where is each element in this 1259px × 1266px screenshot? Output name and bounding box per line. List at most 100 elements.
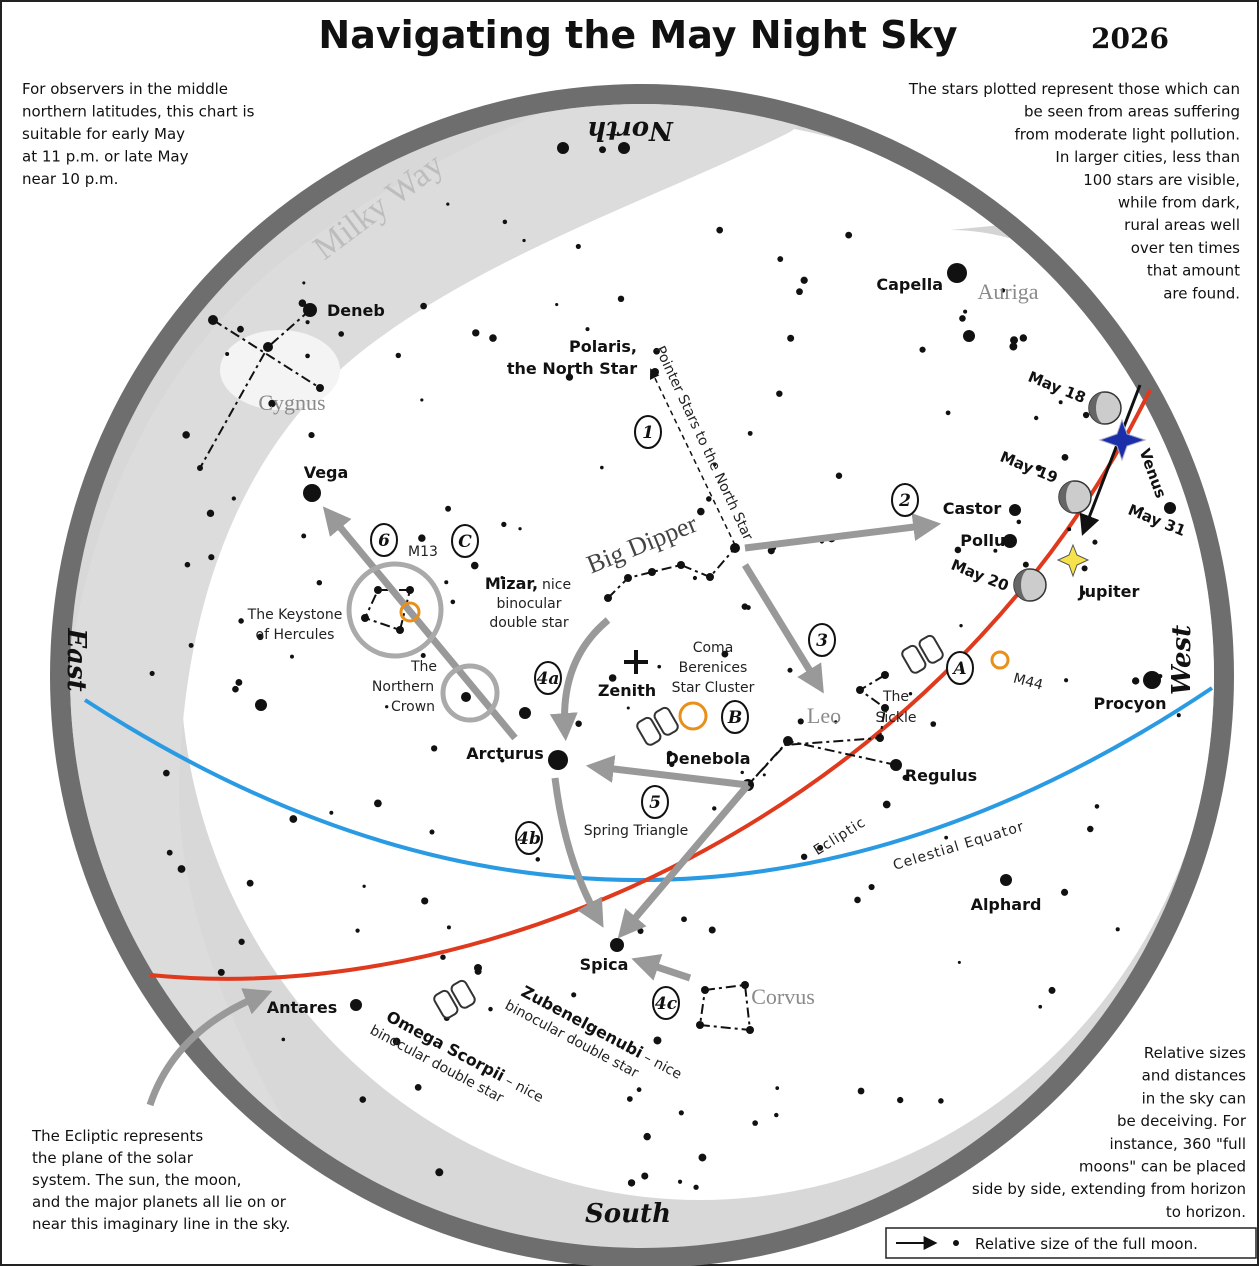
note-line: Relative sizes [1144,1044,1246,1062]
bright-star [1000,874,1012,886]
sky-label: The [410,659,437,675]
star [301,533,306,538]
sky-label: The Keystone [247,607,343,623]
sky-label: Procyon [1094,694,1167,713]
star [420,303,427,310]
bright-star [519,707,531,719]
star [471,562,479,570]
star [232,496,236,500]
sky-label: Jupiter [1078,582,1140,601]
note-line: and distances [1142,1067,1247,1085]
marker-label: 4b [517,829,541,849]
star [1062,454,1069,461]
star [775,1086,779,1090]
star [1095,804,1100,809]
note-line: be deceiving. For [1117,1112,1247,1130]
sky-label: Crown [391,699,435,715]
bright-star [557,142,569,154]
star [919,347,925,353]
legend-text: Relative size of the full moon. [975,1235,1198,1253]
star [302,281,305,284]
label-name: Mizar, [485,574,538,593]
star [712,806,716,810]
note-line: The Ecliptic represents [31,1127,203,1145]
star [586,327,590,331]
sky-label: Sickle [875,710,916,726]
sky-label: the North Star [507,359,637,378]
sky-label: double star [489,615,569,631]
star [627,707,630,710]
sky-label: Polaris, [569,337,637,356]
sky-label: The [882,689,909,705]
sky-label: Antares [267,998,337,1017]
star [787,668,792,673]
star [207,510,214,517]
star [637,1087,642,1092]
note-line: near 10 p.m. [22,170,118,188]
star [1020,334,1027,341]
star [282,1038,286,1042]
star [289,815,297,823]
star [446,203,449,206]
star [854,897,861,904]
star [836,473,842,479]
star [1017,520,1022,525]
star [599,146,606,153]
star [1067,527,1071,531]
marker-label: B [727,708,742,728]
star [440,954,445,959]
note-line: northern latitudes, this chart is [22,103,255,121]
bright-star [947,263,967,283]
star [897,1097,903,1103]
mixed-label: Mizar,nice [485,574,571,593]
star [938,1098,944,1104]
star [1059,400,1063,404]
star [290,655,294,659]
star [522,239,525,242]
note-line: that amount [1147,262,1240,280]
star [1092,540,1097,545]
star [503,220,507,224]
star [741,771,744,774]
bright-star [474,964,482,972]
bright-star [548,750,568,770]
sky-label: of Hercules [256,627,335,643]
star [657,665,661,669]
star [488,1007,492,1011]
marker-label: C [458,532,472,552]
star [776,390,782,396]
star [618,296,624,302]
star [238,939,244,945]
star [1049,987,1056,994]
star [435,1168,443,1176]
star [237,326,244,333]
star [518,527,521,530]
star [576,244,581,249]
star [420,398,423,401]
star [628,1179,635,1186]
star [418,534,425,541]
note-line: over ten times [1131,239,1240,257]
star [374,800,382,808]
direction: South [585,1199,671,1229]
star [681,916,687,922]
star [429,830,434,835]
sky-label: Northern [372,679,434,695]
star [218,969,225,976]
star [787,335,794,342]
sky-label: Capella [876,275,943,294]
star [189,643,194,648]
note-line: 100 stars are visible, [1083,171,1240,189]
star [421,653,426,658]
star [501,522,506,527]
marker-label: 1 [642,423,654,443]
star [305,320,309,324]
star [431,745,437,751]
note-line: For observers in the middle [22,80,228,98]
marker-label: 4a [537,669,560,689]
star [447,925,451,929]
star [1116,927,1120,931]
star [963,310,967,314]
star [150,671,155,676]
star [571,992,576,997]
